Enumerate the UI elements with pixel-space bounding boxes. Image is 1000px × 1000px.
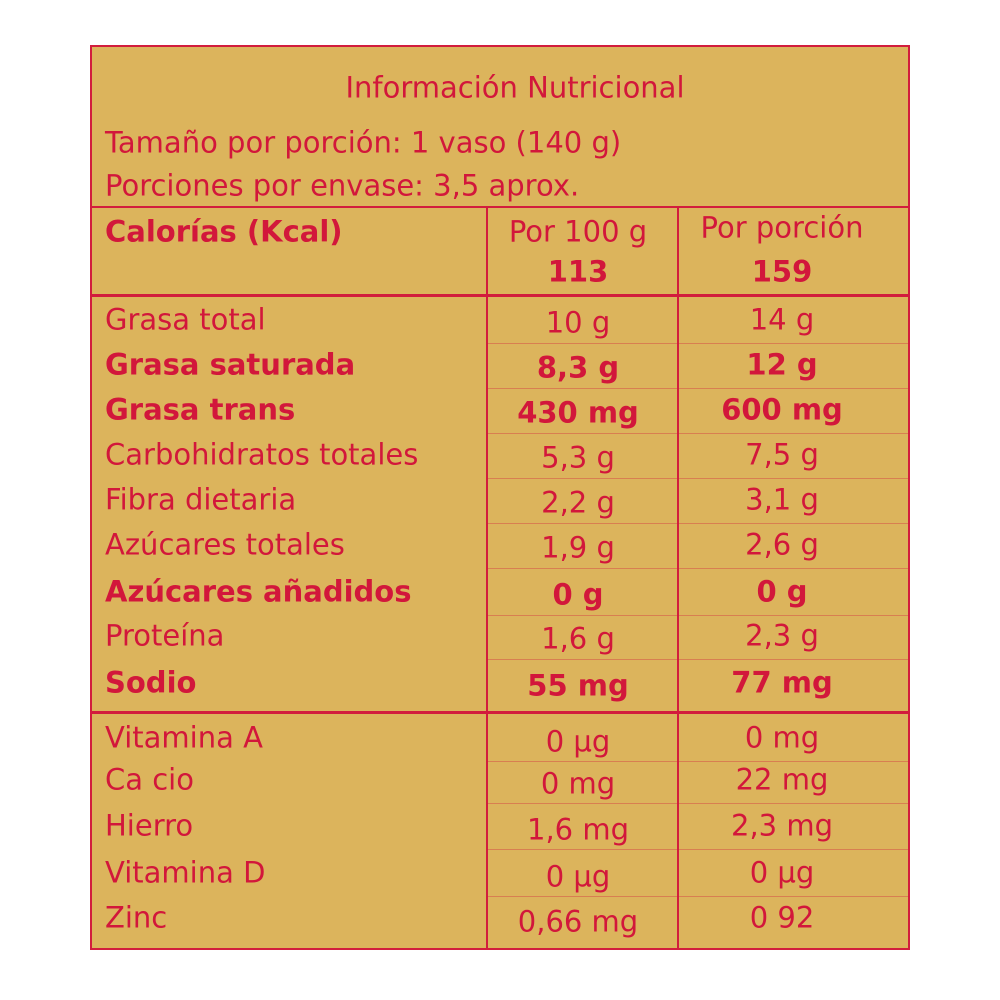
title: Información Nutricional [345,70,685,105]
calories-label: Calorías (Kcal) [105,214,343,249]
per-portion: 12 g [746,347,818,382]
calories-value: 113 [547,254,609,289]
nutrient-name: Azúcares totales [105,527,345,562]
rule-line [487,433,910,434]
per-100g: 0,66 mg [517,904,639,939]
servings: Porciones por envase: 3,5 aprox. [105,168,580,203]
calories-value: 159 [751,254,813,289]
rule-line [677,207,679,950]
column-header: Por porción [700,210,864,245]
vitamin-name: Zinc [105,900,168,935]
per-portion: 2,3 mg [731,808,833,843]
nutrient-name: Proteína [105,618,225,653]
vitamin-name: Vitamina A [105,720,263,755]
per-100g: 55 mg [527,668,629,703]
per-portion: 22 mg [735,762,829,797]
per-portion: 2,6 g [745,527,819,562]
per-portion: 0 mg [744,720,820,755]
per-portion: 0 92 [749,900,815,935]
per-100g: 1,6 mg [527,812,629,847]
per-100g: 2,2 g [541,485,615,520]
serving-size: Tamaño por porción: 1 vaso (140 g) [105,125,622,160]
nutrient-name: Grasa trans [105,392,296,427]
per-100g: 0 g [552,577,604,612]
nutrition-label [90,45,910,950]
rule-line [487,615,910,616]
per-portion: 0 µg [749,855,815,890]
per-100g: 430 mg [517,395,639,430]
per-portion: 14 g [749,302,815,337]
rule-line [487,343,910,344]
per-portion: 7,5 g [745,437,819,472]
rule-line [90,294,910,297]
per-100g: 8,3 g [536,350,620,385]
rule-line [90,206,910,208]
per-portion: 3,1 g [745,482,819,517]
vitamin-name: Hierro [105,808,194,843]
rule-line [487,761,910,762]
nutrient-name: Carbohidratos totales [105,437,419,472]
rule-line [487,568,910,569]
per-100g: 10 g [545,305,611,340]
column-header: Por 100 g [508,214,648,249]
per-portion: 0 g [756,574,808,609]
per-100g: 0 µg [545,724,611,759]
rule-line [487,523,910,524]
rule-line [90,711,910,714]
per-portion: 600 mg [721,392,843,427]
per-portion: 2,3 g [745,618,819,653]
per-100g: 1,6 g [541,621,615,656]
per-100g: 0 µg [545,859,611,894]
per-100g: 0 mg [540,766,616,801]
nutrient-name: Fibra dietaria [105,482,297,517]
nutrient-name: Grasa total [105,302,266,337]
vitamin-name: Ca cio [105,762,194,797]
rule-line [487,896,910,897]
rule-line [487,478,910,479]
per-100g: 5,3 g [541,440,615,475]
rule-line [487,388,910,389]
rule-line [487,849,910,850]
per-portion: 77 mg [731,665,833,700]
rule-line [487,803,910,804]
rule-line [487,659,910,660]
nutrient-name: Azúcares añadidos [105,574,412,609]
nutrient-name: Sodio [105,665,197,700]
nutrient-name: Grasa saturada [105,347,356,382]
rule-line [486,207,488,950]
per-100g: 1,9 g [541,530,615,565]
vitamin-name: Vitamina D [105,855,266,890]
